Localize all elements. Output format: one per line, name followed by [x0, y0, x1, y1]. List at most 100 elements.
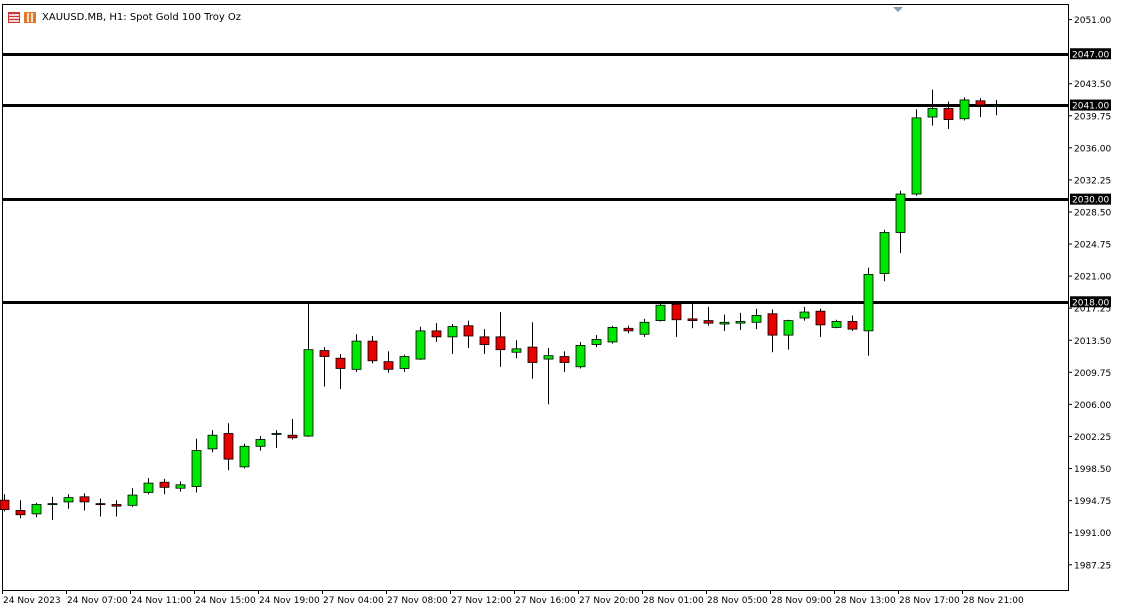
x-tick-label: 24 Nov 11:00 — [131, 596, 192, 606]
candle[interactable] — [799, 306, 810, 321]
candle[interactable] — [175, 481, 186, 492]
candle[interactable] — [63, 494, 74, 509]
candle-body — [431, 330, 442, 338]
level-price-label[interactable]: 2041.00 — [1070, 99, 1111, 112]
candle[interactable] — [959, 97, 970, 121]
candle-body — [783, 320, 794, 336]
candle[interactable] — [15, 500, 26, 519]
candle[interactable] — [831, 319, 842, 329]
x-tick-label: 27 Nov 16:00 — [515, 596, 576, 606]
level-price-label-text: 2041.00 — [1072, 102, 1109, 112]
candle[interactable] — [479, 329, 490, 354]
candle[interactable] — [159, 478, 170, 495]
candle[interactable] — [95, 498, 106, 517]
candle[interactable] — [927, 89, 938, 126]
y-tick-label: 2006.00 — [1074, 401, 1111, 411]
candle-body — [623, 327, 634, 332]
candle-body — [639, 321, 650, 335]
candle[interactable] — [575, 341, 586, 369]
candle[interactable] — [767, 309, 778, 353]
candle[interactable] — [447, 324, 458, 354]
candle[interactable] — [415, 326, 426, 360]
scroll-shift-marker[interactable] — [893, 7, 903, 12]
symbol-header: XAUUSD.MB, H1: Spot Gold 100 Troy Oz — [8, 8, 241, 26]
level-price-label[interactable]: 2030.00 — [1070, 193, 1111, 206]
candle[interactable] — [639, 318, 650, 337]
level-price-label-text: 2030.00 — [1072, 196, 1109, 206]
candle[interactable] — [815, 308, 826, 337]
candle[interactable] — [335, 353, 346, 390]
candle-body — [399, 356, 410, 369]
candle[interactable] — [463, 320, 474, 348]
candle[interactable] — [879, 229, 890, 282]
candle[interactable] — [543, 347, 554, 405]
candle[interactable] — [127, 488, 138, 508]
candle-body — [127, 494, 138, 506]
candle[interactable] — [719, 314, 730, 331]
candle[interactable] — [255, 436, 266, 451]
candle[interactable] — [79, 493, 90, 511]
candle[interactable] — [511, 340, 522, 359]
candle[interactable] — [383, 351, 394, 373]
candle[interactable] — [47, 496, 58, 520]
candle[interactable] — [703, 306, 714, 326]
candle[interactable] — [303, 301, 314, 437]
level-price-label[interactable]: 2018.00 — [1070, 296, 1111, 308]
candle[interactable] — [943, 101, 954, 130]
y-tick-label: 2032.25 — [1074, 176, 1111, 186]
plot-area[interactable] — [2, 4, 1069, 591]
candle[interactable] — [783, 319, 794, 350]
candle-body — [687, 318, 698, 321]
candle[interactable] — [111, 500, 122, 517]
candle[interactable] — [911, 109, 922, 196]
candle[interactable] — [623, 325, 634, 334]
candle[interactable] — [223, 423, 234, 471]
candle[interactable] — [591, 335, 602, 348]
x-tick-label: 28 Nov 17:00 — [899, 596, 960, 606]
candle[interactable] — [351, 334, 362, 372]
candle[interactable] — [367, 335, 378, 364]
candle[interactable] — [399, 354, 410, 372]
candle[interactable] — [0, 494, 10, 512]
candle-body — [847, 321, 858, 330]
candle[interactable] — [975, 98, 986, 118]
candle[interactable] — [239, 443, 250, 469]
indicator-icon[interactable] — [24, 11, 36, 23]
candle[interactable] — [559, 351, 570, 372]
candle[interactable] — [847, 315, 858, 331]
candle[interactable] — [655, 301, 666, 322]
candle[interactable] — [191, 438, 202, 493]
candle-body — [559, 356, 570, 363]
candle-body — [255, 439, 266, 447]
candle[interactable] — [895, 190, 906, 254]
chart-window-icon[interactable] — [8, 11, 20, 23]
candle[interactable] — [495, 312, 506, 367]
candle[interactable] — [687, 303, 698, 329]
candle[interactable] — [863, 267, 874, 356]
candle[interactable] — [319, 347, 330, 387]
candle[interactable] — [735, 312, 746, 330]
candle[interactable] — [991, 99, 1002, 116]
level-price-label-text: 2018.00 — [1072, 298, 1109, 308]
candle[interactable] — [143, 477, 154, 495]
candle[interactable] — [751, 308, 762, 330]
x-tick-label: 27 Nov 04:00 — [323, 596, 384, 606]
candle[interactable] — [431, 323, 442, 342]
candle[interactable] — [207, 430, 218, 453]
y-tick-label: 1991.00 — [1074, 529, 1111, 539]
candle[interactable] — [287, 418, 298, 440]
candle[interactable] — [271, 430, 282, 449]
candle[interactable] — [607, 325, 618, 344]
level-price-label[interactable]: 2047.00 — [1070, 48, 1111, 60]
candle[interactable] — [527, 322, 538, 379]
candle-body — [575, 344, 586, 368]
candle[interactable] — [671, 301, 682, 337]
candle-body — [543, 355, 554, 360]
candle[interactable] — [31, 502, 42, 518]
y-tick-label: 2028.50 — [1074, 208, 1111, 218]
candle-body — [495, 336, 506, 351]
x-tick-label: 28 Nov 09:00 — [771, 596, 832, 606]
candle-body — [719, 321, 730, 325]
